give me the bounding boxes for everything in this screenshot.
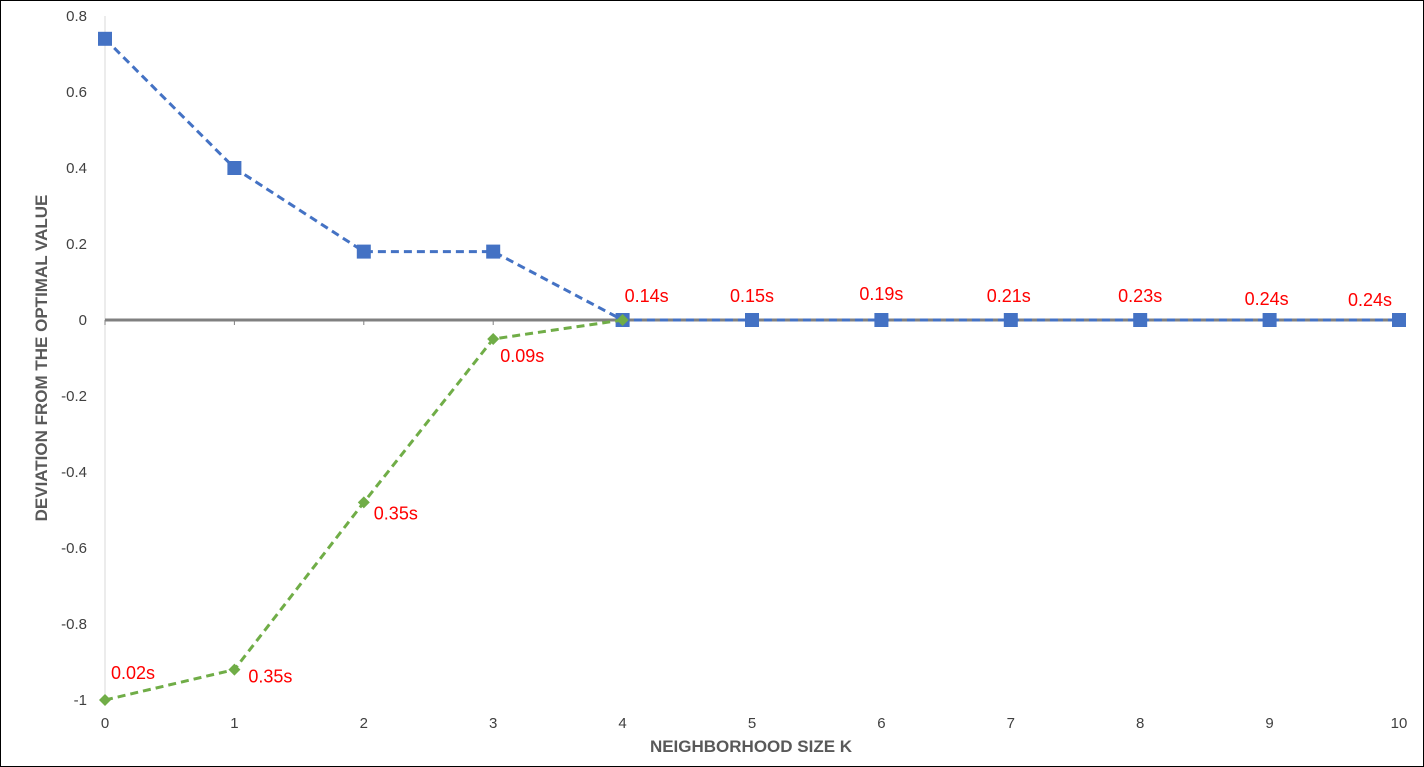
- data-point-square: [486, 244, 501, 259]
- data-point-square: [356, 244, 371, 259]
- data-point-diamond: [357, 496, 370, 509]
- data-label: 0.23s: [1118, 286, 1162, 306]
- y-tick-label: -0.2: [61, 388, 87, 405]
- data-label: 0.02s: [111, 663, 155, 683]
- series-line: [104, 318, 623, 702]
- y-tick-label: -0.8: [61, 616, 87, 633]
- y-tick-label: -1: [74, 692, 87, 709]
- data-point-square: [745, 313, 759, 327]
- x-tick-label: 0: [101, 715, 109, 732]
- data-point-square: [227, 161, 242, 175]
- data-label: 0.24s: [1245, 289, 1289, 309]
- x-tick-label: 4: [618, 715, 626, 732]
- data-label: 0.15s: [730, 286, 774, 306]
- data-point-square: [874, 313, 889, 327]
- series-line: [103, 37, 1399, 322]
- x-tick-label: 3: [489, 715, 497, 732]
- y-tick-label: 0.8: [66, 8, 87, 25]
- data-point-square: [1392, 313, 1406, 327]
- data-label: 0.09s: [500, 346, 544, 366]
- data-point-diamond: [228, 663, 241, 676]
- data-point-diamond: [99, 694, 111, 706]
- y-axis-title: DEVIATION FROM THE OPTIMAL VALUE: [32, 195, 51, 522]
- data-point-square: [1133, 313, 1148, 327]
- data-point-diamond: [487, 333, 500, 345]
- x-axis-title: NEIGHBORHOOD SIZE K: [650, 737, 853, 756]
- y-tick-label: 0.6: [66, 84, 87, 101]
- x-tick-label: 9: [1265, 715, 1273, 732]
- data-label: 0.21s: [987, 286, 1031, 306]
- data-label: 0.35s: [374, 503, 418, 523]
- x-tick-label: 6: [877, 715, 885, 732]
- data-point-square: [1003, 313, 1018, 327]
- data-point-square: [98, 31, 112, 46]
- x-tick-label: 2: [360, 715, 368, 732]
- x-tick-label: 7: [1007, 715, 1015, 732]
- data-labels: 0.02s 0.35s 0.35s 0.09s 0.14s 0.15s 0.19s 0.21s…: [111, 284, 1392, 687]
- data-label: 0.35s: [248, 667, 292, 687]
- series-layer: [98, 31, 1406, 706]
- data-point-square: [1262, 313, 1277, 327]
- data-label: 0.24s: [1348, 290, 1392, 310]
- y-tick-label: -0.6: [61, 540, 87, 557]
- axes: 0 1 2 3 4 5 6 7 8 9 10 0.8 0.6 0.4 0.2 0 -0.2 -0.4 -0.6 -0.…: [61, 8, 1407, 732]
- y-tick-label: 0.4: [66, 160, 87, 177]
- y-tick-label: -0.4: [61, 464, 87, 481]
- data-label: 0.19s: [859, 284, 903, 304]
- x-tick-label: 5: [748, 715, 756, 732]
- data-point-diamond: [616, 314, 629, 326]
- x-tick-label: 8: [1136, 715, 1144, 732]
- y-tick-label: 0.2: [66, 236, 87, 253]
- x-tick-label: 10: [1391, 715, 1408, 732]
- data-label: 0.14s: [625, 286, 669, 306]
- x-tick-label: 1: [230, 715, 238, 732]
- y-tick-label: 0: [79, 312, 87, 329]
